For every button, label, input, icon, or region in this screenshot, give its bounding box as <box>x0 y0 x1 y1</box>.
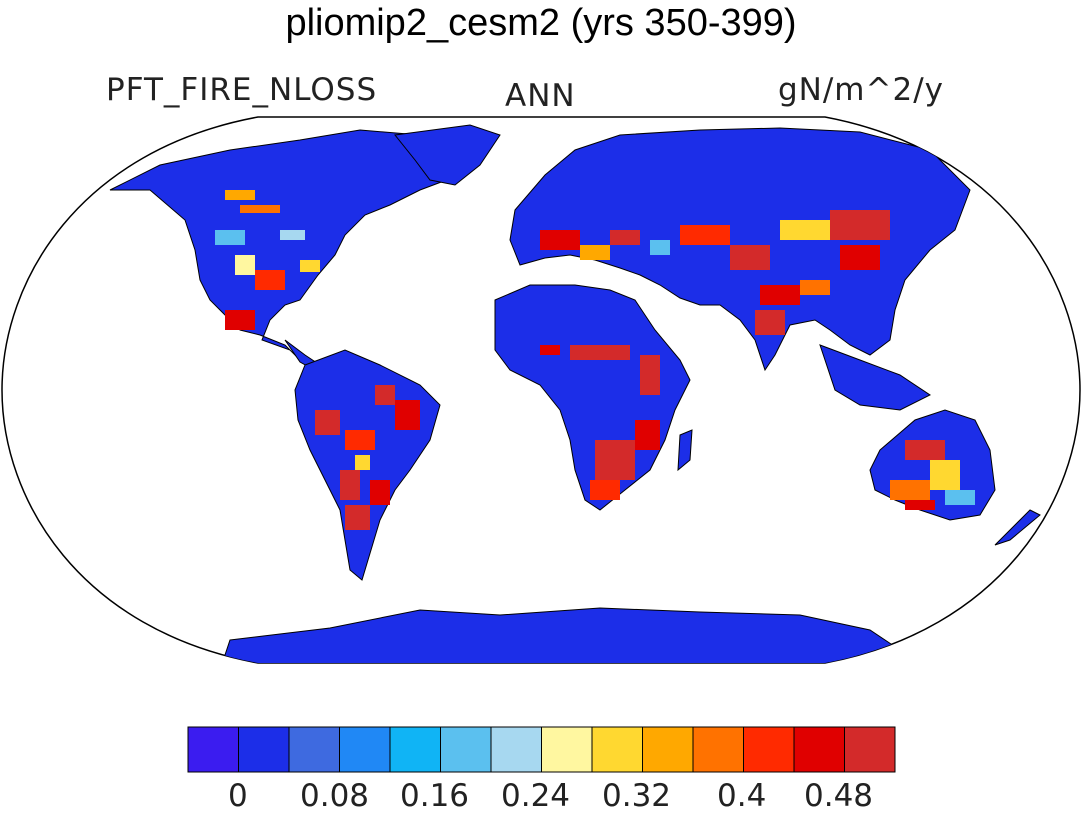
colorbar-label-2: 0.16 <box>400 778 470 814</box>
colorbar-label-4: 0.32 <box>602 778 672 814</box>
variable-label: PFT_FIRE_NLOSS <box>106 72 378 108</box>
colorbar-boxes <box>187 726 896 773</box>
africa <box>494 284 691 511</box>
colorbar-label-1: 0.08 <box>300 778 370 814</box>
colorbar-label-6: 0.48 <box>804 778 874 814</box>
southeast-asia <box>819 344 931 411</box>
colorbar-box <box>440 726 492 773</box>
colorbar-box <box>692 726 744 773</box>
colorbar-box <box>389 726 441 773</box>
colorbar-box <box>793 726 845 773</box>
units-label: gN/m^2/y <box>778 72 944 108</box>
land-masses <box>109 124 1041 663</box>
new-zealand <box>994 509 1041 546</box>
colorbar-box <box>591 726 643 773</box>
antarctica <box>219 607 901 663</box>
colorbar-box <box>844 726 896 773</box>
colorbar-box <box>288 726 340 773</box>
season-label: ANN <box>505 78 576 114</box>
madagascar <box>677 429 693 472</box>
colorbar-box <box>541 726 593 773</box>
colorbar-box <box>339 726 391 773</box>
colorbar-box <box>187 726 239 773</box>
colorbar-label-0: 0 <box>228 778 248 814</box>
colorbar-box <box>642 726 694 773</box>
colorbar-label-3: 0.24 <box>501 778 571 814</box>
map-title: pliomip2_cesm2 (yrs 350-399) <box>285 2 797 44</box>
colorbar-label-5: 0.4 <box>717 778 767 814</box>
colorbar-box <box>743 726 795 773</box>
greenland <box>394 124 501 186</box>
world-map <box>1 116 1081 664</box>
fire-loss-hotspots <box>215 190 975 530</box>
colorbar-box <box>238 726 290 773</box>
colorbar-box <box>490 726 542 773</box>
